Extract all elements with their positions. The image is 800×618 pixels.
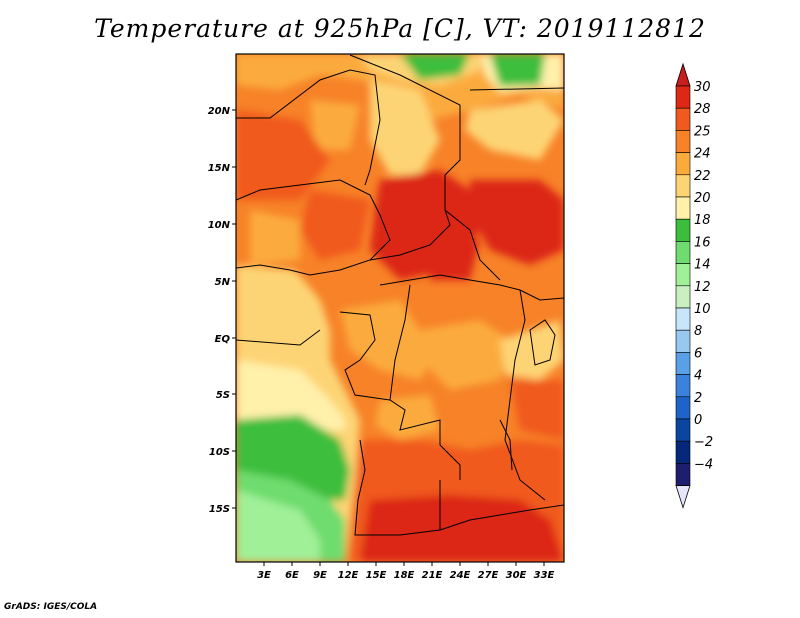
colorbar-label: −4	[694, 457, 713, 472]
colorbar-segment	[675, 130, 691, 153]
colorbar-segment	[675, 418, 691, 442]
colorbar-label: 4	[694, 369, 702, 384]
country-borders	[236, 54, 564, 536]
lat-label-5n: 5N	[215, 277, 231, 288]
lon-label-9e: 9E	[313, 570, 327, 581]
colorbar-label: −2	[694, 435, 713, 450]
colorbar-label: 10	[694, 302, 711, 317]
map-frame	[235, 53, 565, 563]
temperature-field	[236, 54, 564, 562]
colorbar-bottom-cap	[675, 485, 691, 509]
colorbar-label: 14	[694, 258, 711, 273]
colorbar-segment	[675, 107, 691, 131]
latitude-axis: 20N 15N 10N 5N EQ 5S 10S 15S	[208, 106, 236, 515]
colorbar-segment	[675, 241, 691, 264]
lat-label-eq: EQ	[215, 334, 231, 345]
lon-label-33e: 33E	[534, 570, 555, 581]
lon-label-12e: 12E	[338, 570, 359, 581]
colorbar-label: 20	[694, 191, 711, 206]
colorbar-label: 24	[694, 147, 711, 162]
colorbar-segment	[675, 285, 691, 309]
lon-label-27e: 27E	[478, 570, 499, 581]
lat-label-5s: 5S	[216, 390, 230, 401]
colorbar-label: 8	[694, 324, 702, 339]
colorbar-segment	[675, 85, 691, 109]
colorbar-segment	[675, 352, 691, 375]
colorbar-label: 22	[694, 169, 711, 184]
colorbar-segment	[675, 218, 691, 242]
colorbar-label: 25	[694, 124, 711, 139]
colorbar-label: 12	[694, 280, 711, 295]
colorbar-label: 2	[694, 391, 702, 406]
colorbar-segment	[675, 307, 691, 331]
lat-label-20n: 20N	[208, 106, 231, 117]
colorbar-segment	[675, 152, 691, 176]
colorbar-label: 16	[694, 235, 711, 250]
colorbar-segment	[675, 329, 691, 353]
colorbar-segment	[675, 463, 691, 486]
lat-label-15s: 15S	[209, 504, 230, 515]
lon-label-3e: 3E	[257, 570, 271, 581]
colorbar-segment	[675, 374, 691, 398]
colorbar-label: 28	[694, 102, 711, 117]
colorbar-label: 30	[694, 80, 711, 95]
colorbar-label: 0	[694, 413, 702, 428]
lat-label-10n: 10N	[208, 220, 231, 231]
colorbar-label: 6	[694, 346, 702, 361]
chart-title: Temperature at 925hPa [C], VT: 201911281…	[94, 14, 706, 43]
lon-label-15e: 15E	[366, 570, 387, 581]
colorbar-segment	[675, 440, 691, 464]
lon-label-30e: 30E	[506, 570, 527, 581]
lat-label-15n: 15N	[208, 163, 231, 174]
colorbar-top-cap	[675, 62, 691, 87]
colorbar-segment	[675, 174, 691, 198]
longitude-axis: 3E 6E 9E 12E 15E 18E 21E 24E 27E 30E 33E	[257, 562, 555, 581]
lon-label-21e: 21E	[422, 570, 443, 581]
lon-label-18e: 18E	[394, 570, 415, 581]
grads-credit: GrADS: IGES/COLA	[4, 602, 98, 612]
lon-label-6e: 6E	[285, 570, 299, 581]
lon-label-24e: 24E	[450, 570, 471, 581]
colorbar-segment	[675, 196, 691, 220]
lat-label-10s: 10S	[209, 447, 230, 458]
colorbar-segment	[675, 263, 691, 287]
colorbar-label: 18	[694, 213, 711, 228]
colorbar-segment	[675, 396, 691, 420]
